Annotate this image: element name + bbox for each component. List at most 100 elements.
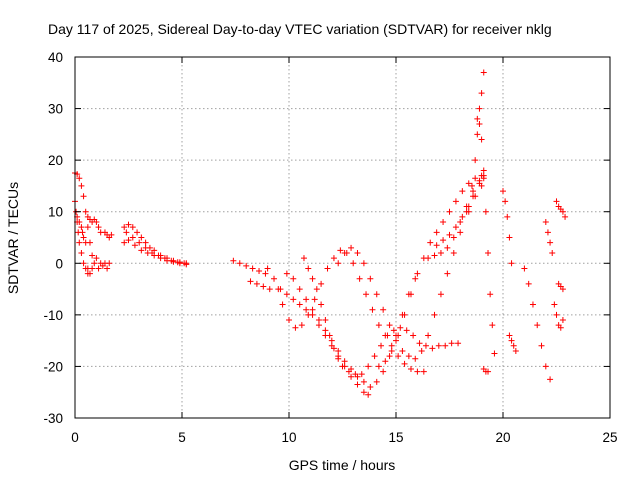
data-point (388, 347, 395, 354)
data-point (134, 229, 141, 236)
data-point (78, 224, 85, 231)
y-tick-label: 40 (48, 50, 63, 65)
data-point (86, 270, 93, 277)
data-point (476, 177, 483, 184)
data-point (397, 324, 404, 331)
data-point (155, 252, 162, 259)
data-point (440, 237, 447, 244)
data-point (309, 306, 316, 313)
data-point (542, 363, 549, 370)
data-point (290, 296, 297, 303)
data-point (266, 286, 273, 293)
data-point (459, 188, 466, 195)
data-point (348, 373, 355, 380)
data-point (136, 239, 143, 246)
data-point (425, 255, 432, 262)
data-point (354, 381, 361, 388)
data-point (452, 198, 459, 205)
data-point (485, 368, 492, 375)
data-point (168, 257, 175, 264)
y-tick-label: -30 (43, 411, 63, 426)
series-arc-7 (121, 221, 190, 267)
data-point (78, 249, 85, 256)
series-arc-12 (264, 265, 372, 398)
data-point (433, 242, 440, 249)
data-point (181, 260, 188, 267)
data-point (386, 322, 393, 329)
data-point (360, 389, 367, 396)
data-point (506, 332, 513, 339)
data-point (283, 270, 290, 277)
x-tick-label: 10 (281, 430, 296, 445)
series-arc-10 (230, 257, 269, 277)
data-point (253, 280, 260, 287)
data-point (384, 332, 391, 339)
data-point (476, 105, 483, 112)
data-point (125, 237, 132, 244)
data-point (354, 373, 361, 380)
y-tick-label: 10 (48, 205, 63, 220)
data-point (358, 371, 365, 378)
data-point (468, 182, 475, 189)
data-point (149, 249, 156, 256)
series-arc-18 (425, 172, 487, 262)
data-point (395, 332, 402, 339)
data-point (161, 255, 168, 262)
data-point (335, 355, 342, 362)
data-point (286, 317, 292, 324)
data-point (429, 345, 436, 352)
data-point (480, 172, 487, 179)
data-point (260, 283, 267, 290)
data-point (363, 291, 370, 298)
data-point (315, 322, 322, 329)
data-point (482, 208, 489, 215)
axis-ticks: 0 5 10 15 20 25 -30 -20 -10 0 10 20 30 40 (43, 50, 617, 445)
data-point (508, 260, 515, 267)
data-point (437, 249, 444, 256)
data-point (465, 203, 472, 210)
data-point (553, 311, 560, 318)
data-point (399, 347, 406, 354)
data-point (549, 249, 556, 256)
data-point (373, 378, 380, 385)
data-point (485, 249, 492, 256)
data-point (375, 363, 382, 370)
data-point (95, 224, 102, 231)
plot-frame (74, 56, 611, 419)
data-point (303, 296, 310, 303)
data-point (393, 337, 399, 344)
data-point (480, 167, 487, 174)
x-tick-label: 20 (495, 430, 510, 445)
data-point (298, 322, 305, 329)
data-point (279, 301, 286, 308)
data-point (562, 213, 569, 220)
data-point (264, 265, 271, 272)
data-point (339, 363, 346, 370)
data-point (420, 368, 427, 375)
data-point (249, 265, 256, 272)
data-point (529, 301, 536, 308)
series-arc-27 (553, 198, 569, 220)
data-point (551, 301, 558, 308)
data-point (121, 224, 128, 231)
series-arc-29 (555, 280, 566, 293)
data-point (472, 157, 479, 164)
data-point (559, 286, 566, 293)
data-point (538, 342, 545, 349)
data-point (487, 291, 494, 298)
data-point (440, 219, 447, 226)
data-point (395, 353, 402, 360)
data-point (283, 291, 290, 298)
data-point (367, 275, 374, 282)
data-point (465, 208, 472, 215)
data-point (547, 239, 554, 246)
data-point (480, 69, 487, 76)
data-point (474, 131, 481, 138)
data-point (243, 262, 250, 269)
data-point (553, 198, 560, 205)
data-point (414, 368, 421, 375)
data-point (80, 260, 87, 267)
data-point (318, 301, 325, 308)
data-point (525, 280, 532, 287)
data-point (431, 311, 438, 318)
